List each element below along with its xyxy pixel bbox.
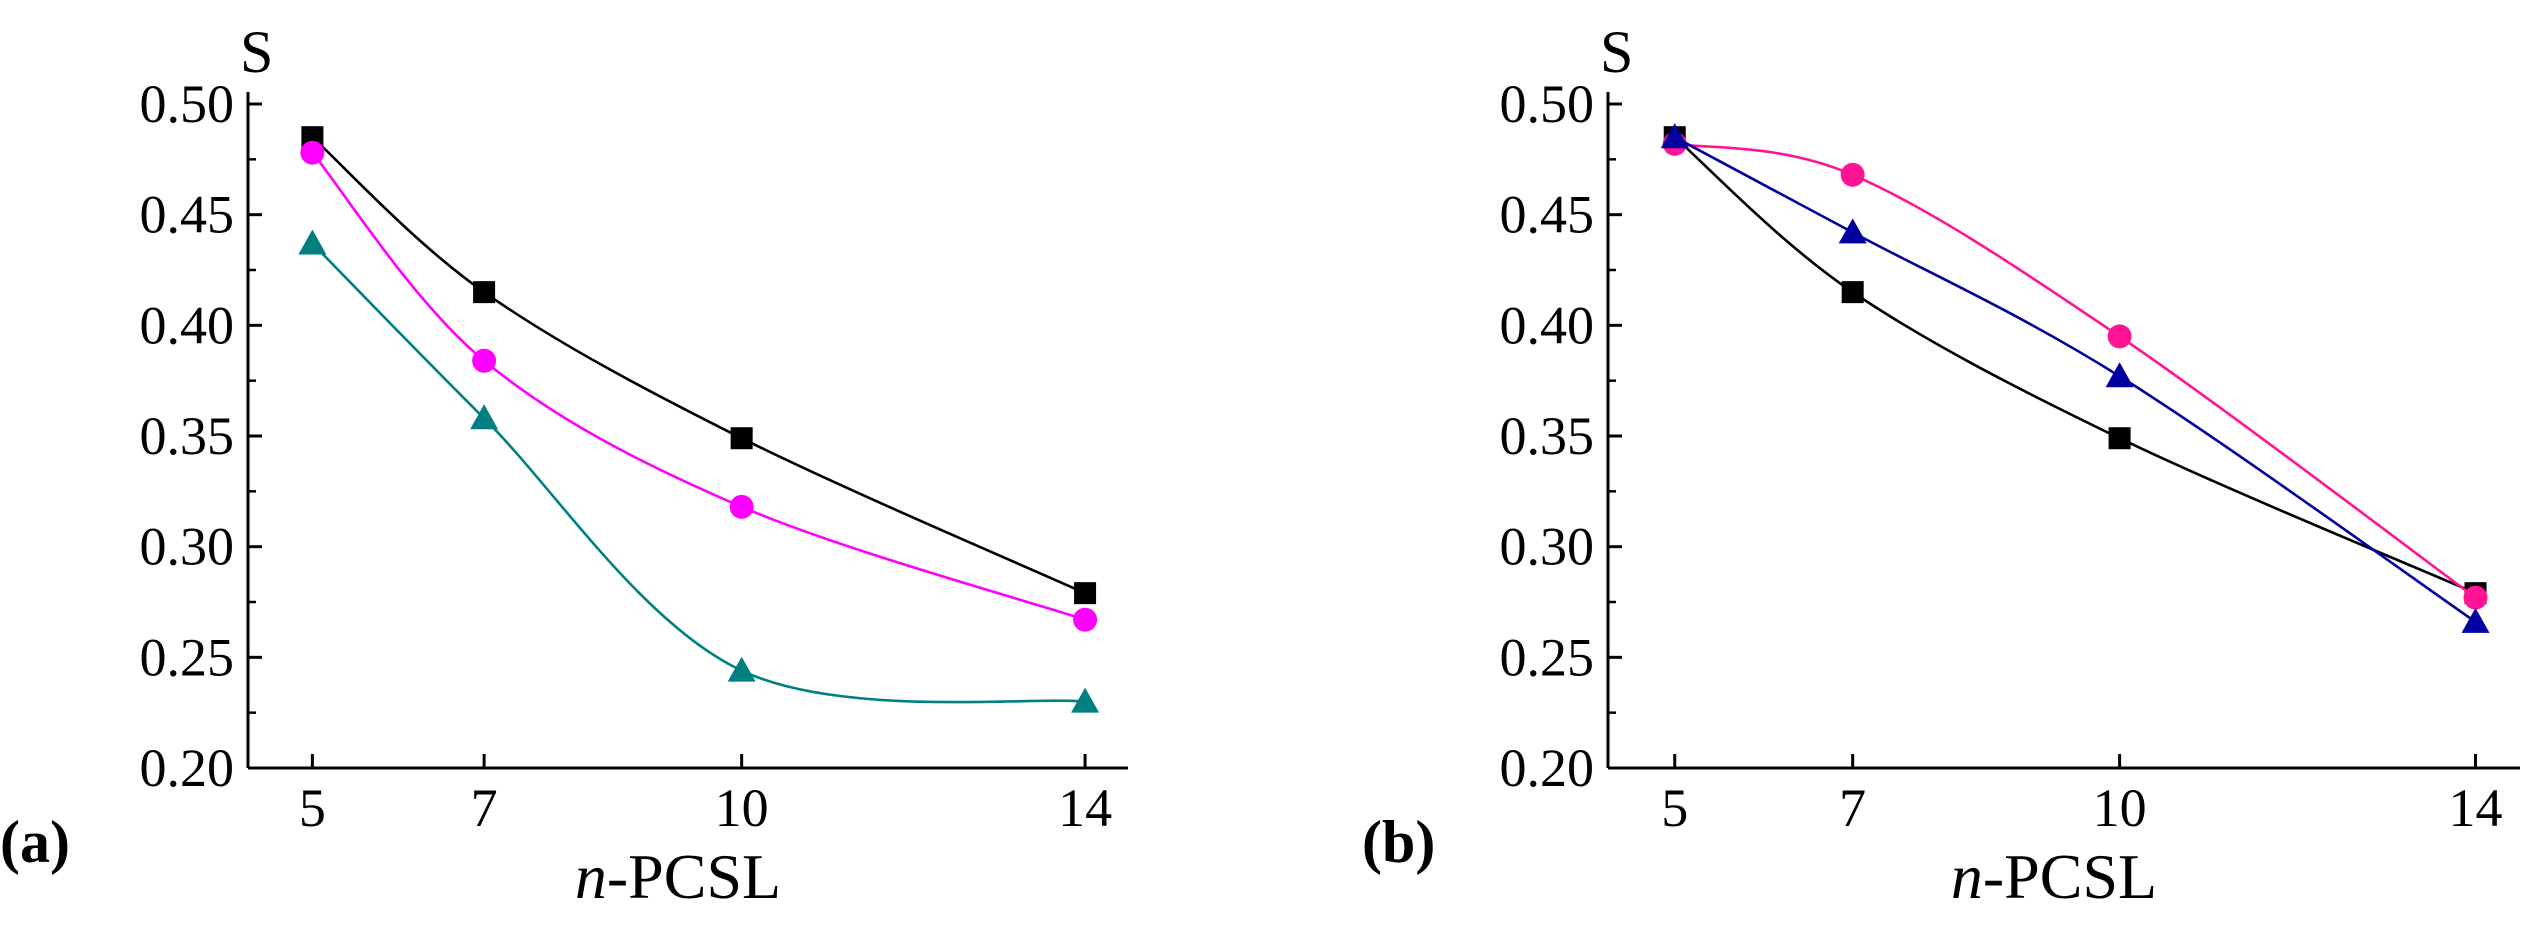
x-axis-title-rest: -PCSL — [607, 841, 781, 912]
x-axis-title: n-PCSL — [575, 841, 781, 912]
y-tick-label: 0.35 — [1500, 406, 1595, 466]
x-tick-label: 14 — [1058, 778, 1112, 838]
y-tick-label: 0.35 — [140, 406, 235, 466]
series-line-squares — [311, 136, 1086, 595]
y-tick-label: 0.25 — [140, 627, 235, 687]
data-point-square — [1074, 582, 1097, 605]
data-point-circle — [1073, 607, 1098, 632]
y-tick-label: 0.45 — [1500, 185, 1595, 245]
series-line-squares — [1673, 136, 2477, 595]
data-point-triangle — [298, 229, 327, 255]
data-point-circle — [2107, 324, 2132, 349]
y-tick-label: 0.40 — [140, 295, 235, 355]
x-axis-title-italic: n — [1951, 841, 1983, 912]
x-tick-label: 7 — [1839, 778, 1866, 838]
data-point-square — [730, 427, 753, 450]
data-point-triangle — [2105, 362, 2134, 388]
data-point-circle — [2463, 585, 2488, 610]
series-line-triangles — [1674, 136, 2477, 623]
data-point-square — [473, 281, 496, 304]
data-point-triangle — [1838, 218, 1867, 244]
x-tick-label: 7 — [471, 778, 498, 838]
data-point-circle — [1840, 162, 1865, 187]
chart-panel-1: 0.20 0.25 0.30 0.35 0.40 0.45 0.50 5 7 10 14 Sn-PCS… — [0, 19, 1128, 912]
data-point-triangle — [470, 404, 499, 430]
data-point-circle — [729, 494, 754, 519]
data-point-circle — [472, 348, 497, 373]
y-tick-label: 0.50 — [1500, 74, 1595, 134]
y-tick-label: 0.20 — [1500, 738, 1595, 798]
data-point-triangle — [727, 656, 756, 682]
panel-label: (b) — [1362, 809, 1435, 875]
y-tick-label: 0.20 — [140, 738, 235, 798]
data-point-square — [2108, 427, 2131, 450]
data-point-square — [1841, 281, 1864, 304]
data-point-circle — [300, 140, 325, 165]
series-line-triangles — [311, 242, 1086, 704]
y-tick-label: 0.30 — [1500, 517, 1595, 577]
y-tick-label: 0.45 — [140, 185, 235, 245]
x-axis-title-rest: -PCSL — [1983, 841, 2157, 912]
y-axis-title: S — [1600, 19, 1633, 85]
x-tick-label: 10 — [2093, 778, 2147, 838]
series-line-circles — [311, 151, 1086, 621]
x-tick-label: 5 — [1661, 778, 1688, 838]
y-tick-label: 0.30 — [140, 517, 235, 577]
data-point-triangle — [1071, 687, 1100, 713]
chart-panel-2: 0.20 0.25 0.30 0.35 0.40 0.45 0.50 5 7 10 14 Sn-PCS… — [1362, 19, 2520, 912]
y-tick-label: 0.25 — [1500, 627, 1595, 687]
x-tick-label: 14 — [2449, 778, 2503, 838]
y-axis-title: S — [240, 19, 273, 85]
x-tick-label: 5 — [299, 778, 326, 838]
panel-label: (a) — [0, 809, 70, 875]
series-line-circles — [1674, 142, 2477, 599]
x-tick-label: 10 — [715, 778, 769, 838]
x-axis-title-italic: n — [575, 841, 607, 912]
data-point-triangle — [1660, 123, 1689, 149]
data-point-triangle — [2461, 607, 2490, 633]
y-tick-label: 0.50 — [140, 74, 235, 134]
x-axis-title: n-PCSL — [1951, 841, 2157, 912]
y-tick-label: 0.40 — [1500, 295, 1595, 355]
